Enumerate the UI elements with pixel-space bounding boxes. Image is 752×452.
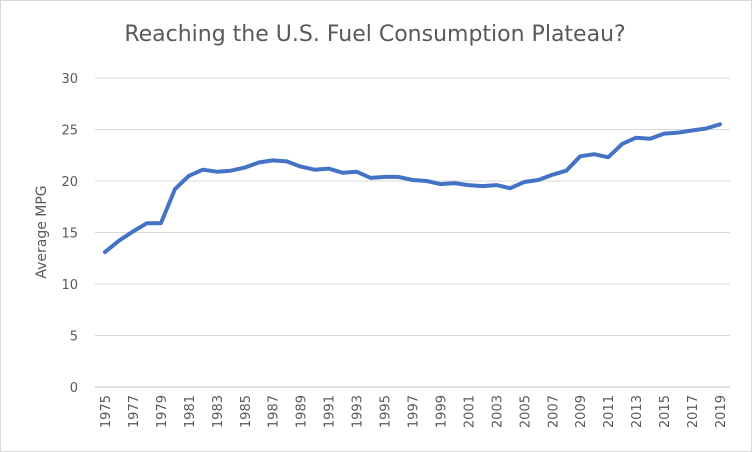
data-point <box>160 222 162 224</box>
data-point <box>328 168 330 170</box>
data-point <box>426 180 427 182</box>
x-tick-label: 1987 <box>267 395 282 428</box>
data-point <box>509 187 511 189</box>
x-tick-label: 1977 <box>127 395 142 428</box>
data-point <box>607 156 609 158</box>
chart-title: Reaching the U.S. Fuel Consumption Plate… <box>124 22 626 47</box>
data-point <box>398 176 399 178</box>
data-point <box>621 143 623 145</box>
data-point <box>286 160 288 162</box>
x-tick-label: 2007 <box>546 395 561 428</box>
gridlines <box>95 77 730 388</box>
y-tick-label: 20 <box>61 175 78 190</box>
data-point <box>551 174 553 176</box>
data-point <box>244 167 246 169</box>
y-tick-label: 30 <box>61 72 78 87</box>
series-group <box>103 122 722 255</box>
x-tick-label: 1993 <box>351 395 366 428</box>
data-point <box>300 166 302 168</box>
x-tick-label: 1995 <box>379 395 394 428</box>
data-point <box>719 123 721 125</box>
x-tick-label: 1991 <box>323 395 338 428</box>
x-tick-label: 2015 <box>658 395 673 428</box>
x-tick-label: 1983 <box>211 395 226 428</box>
x-tick-label: 2005 <box>518 395 533 428</box>
data-point <box>132 231 134 232</box>
data-point <box>677 132 679 134</box>
data-point <box>174 188 176 190</box>
data-point <box>593 153 595 155</box>
data-point <box>272 159 274 161</box>
x-tick-label: 2013 <box>630 395 645 428</box>
y-tick-label: 0 <box>70 381 78 396</box>
data-point <box>356 171 358 173</box>
y-tick-label: 5 <box>70 330 78 345</box>
data-point <box>230 170 232 172</box>
x-tick-label: 2009 <box>574 395 589 428</box>
data-point <box>216 171 218 173</box>
x-tick-label: 2019 <box>714 395 729 428</box>
data-point <box>202 169 204 171</box>
data-point <box>705 128 707 129</box>
x-tick-label: 2003 <box>490 395 505 428</box>
x-tick-label: 2001 <box>462 395 477 428</box>
data-point <box>579 155 581 157</box>
data-point <box>537 179 539 181</box>
data-point <box>663 133 665 135</box>
x-tick-label: 2017 <box>686 395 701 428</box>
data-point <box>188 175 190 177</box>
data-point <box>314 169 316 171</box>
y-tick-label: 25 <box>61 124 78 139</box>
y-tick-label: 15 <box>61 227 78 242</box>
data-point <box>258 162 260 163</box>
data-point <box>146 222 148 224</box>
data-point <box>370 177 372 179</box>
x-tick-label: 1981 <box>183 395 198 428</box>
data-point <box>342 172 344 174</box>
y-tick-label: 10 <box>61 278 78 293</box>
data-point <box>481 185 483 187</box>
x-tick-label: 2011 <box>602 395 617 428</box>
x-tick-label: 1999 <box>434 395 449 428</box>
x-tick-label: 1989 <box>295 395 310 428</box>
data-point <box>649 138 651 140</box>
data-point <box>467 184 469 186</box>
data-point <box>635 137 637 139</box>
data-point <box>495 184 497 186</box>
data-point <box>118 240 120 242</box>
y-tick-labels: 0 5 10 15 20 25 30 <box>61 72 78 396</box>
x-tick-label: 1979 <box>155 395 170 428</box>
x-tick-label: 1997 <box>407 395 422 428</box>
data-point <box>440 183 441 185</box>
data-point <box>412 179 413 181</box>
data-point <box>565 170 567 172</box>
data-point <box>453 182 455 184</box>
x-tick-label: 1975 <box>99 395 114 428</box>
data-point <box>523 181 525 183</box>
x-tick-labels: 1975 1977 1979 1981 1983 1985 1987 1989 1991 1993… <box>99 395 729 428</box>
data-point <box>384 176 385 178</box>
data-point <box>104 251 106 253</box>
data-point <box>691 130 693 131</box>
x-tick-label: 1985 <box>239 395 254 428</box>
